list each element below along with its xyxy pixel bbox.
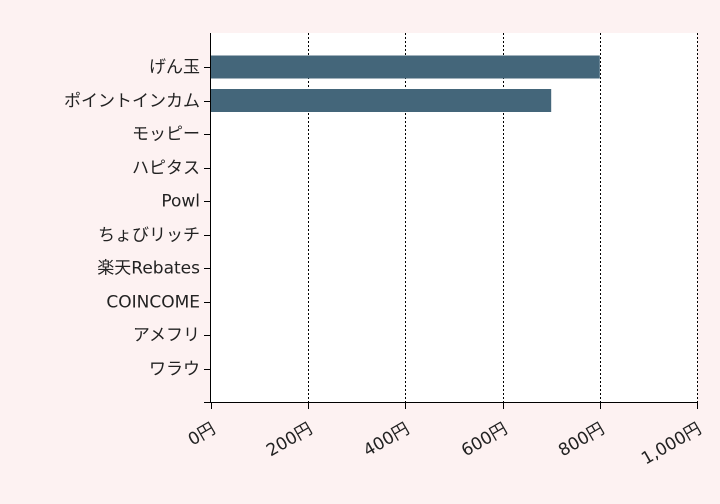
bar-1 [211, 89, 552, 112]
x-tick-label-1: 200円 [263, 419, 316, 461]
y-tick-label-1: ポイントインカム [64, 92, 200, 112]
y-tick-label-7: COINCOME [106, 293, 200, 313]
y-tick-label-4: Powl [161, 192, 200, 212]
y-tick-label-6: 楽天Rebates [97, 259, 200, 279]
x-tick-label-4: 800円 [555, 419, 608, 461]
x-tick-label-2: 400円 [360, 419, 413, 461]
y-tick-label-0: げん玉 [149, 58, 200, 78]
x-tick-label-0: 0円 [185, 419, 219, 450]
y-tick-label-3: ハピタス [132, 159, 200, 179]
y-tick-label-5: ちょびリッチ [98, 226, 200, 246]
y-tick-label-8: アメフリ [133, 326, 200, 346]
y-tick-label-2: モッピー [132, 125, 200, 145]
plot-area [211, 33, 697, 402]
x-tick-label-5: 1,000円 [638, 419, 705, 469]
y-tick-label-9: ワラウ [149, 360, 200, 380]
x-tick-label-3: 600円 [458, 419, 511, 461]
bar-0 [211, 55, 600, 79]
